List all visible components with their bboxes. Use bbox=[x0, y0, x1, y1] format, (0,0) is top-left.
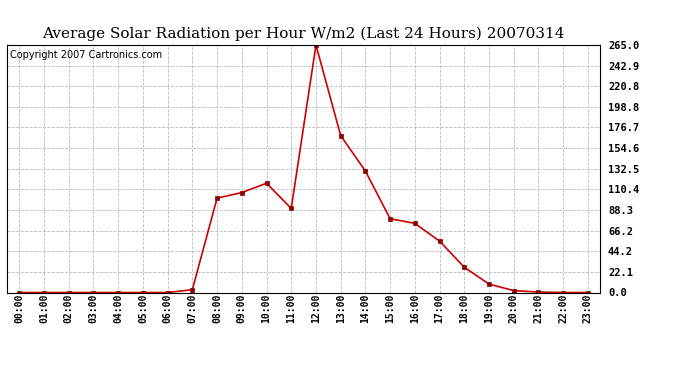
Text: Average Solar Radiation per Hour W/m2 (Last 24 Hours) 20070314: Average Solar Radiation per Hour W/m2 (L… bbox=[42, 26, 565, 40]
Text: Copyright 2007 Cartronics.com: Copyright 2007 Cartronics.com bbox=[10, 50, 162, 60]
